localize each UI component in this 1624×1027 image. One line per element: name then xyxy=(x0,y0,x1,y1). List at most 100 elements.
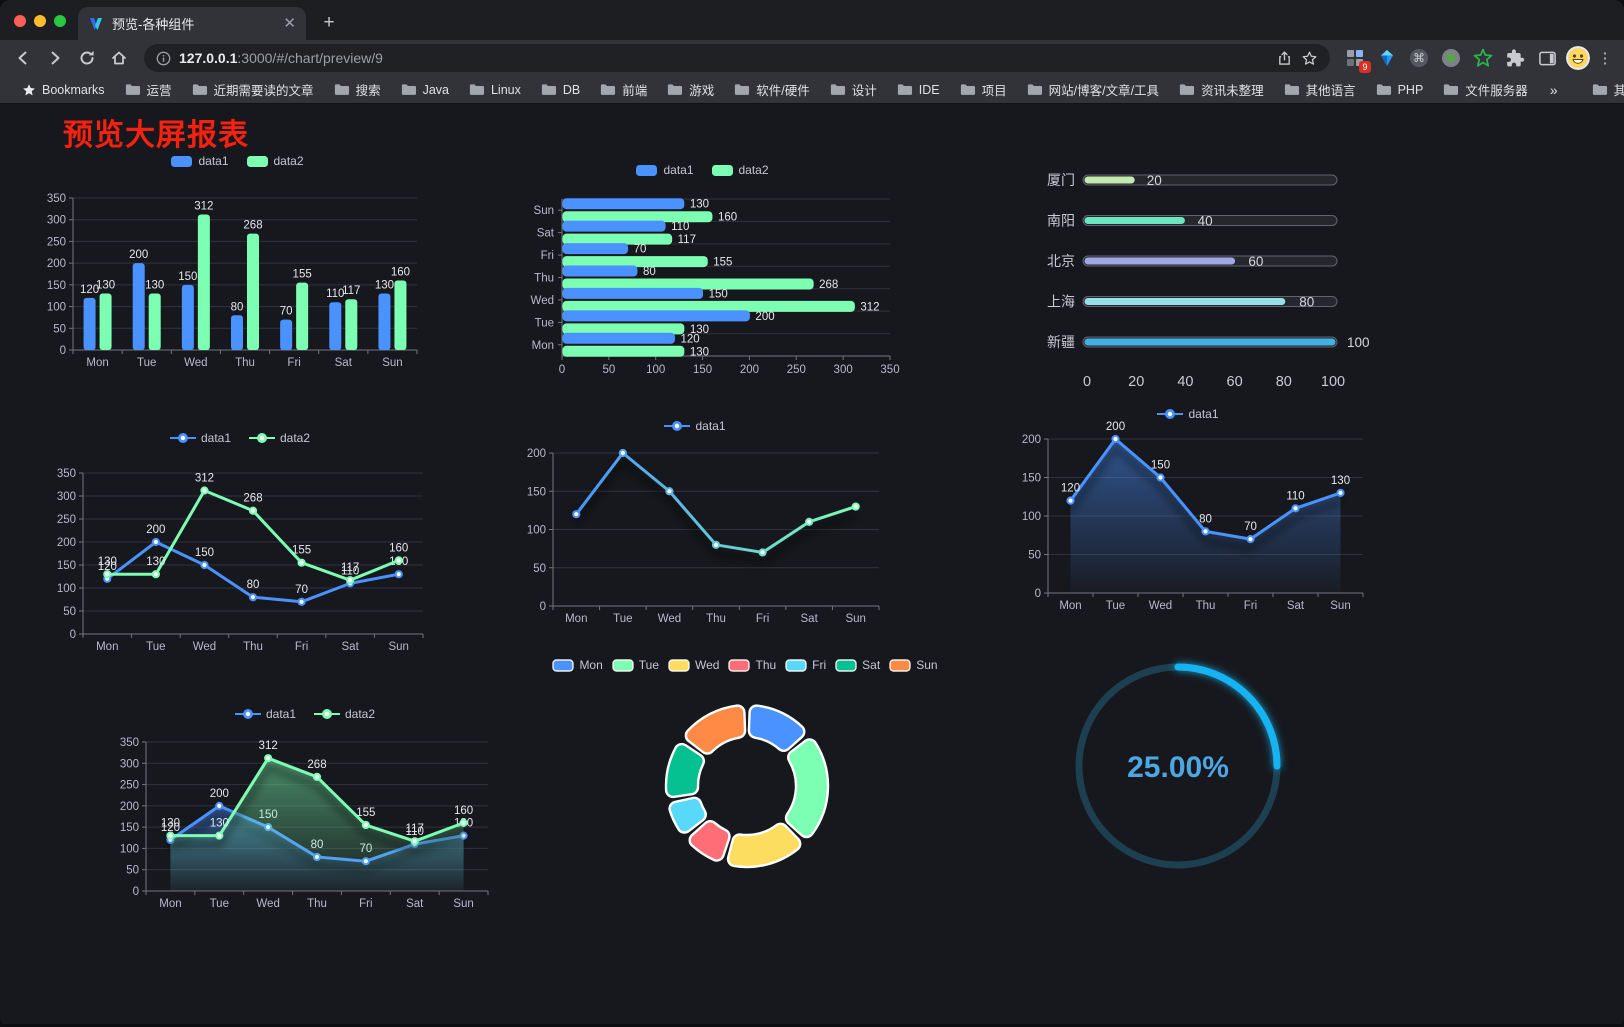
legend-item-Tue[interactable]: Tue xyxy=(612,658,659,672)
svg-text:155: 155 xyxy=(293,269,312,281)
chart-donut-pie[interactable]: Mon Tue Wed Thu Fri Sat Sun xyxy=(545,654,945,966)
window-zoom-button[interactable] xyxy=(54,15,66,27)
folder-icon xyxy=(469,84,485,95)
url-text[interactable]: 127.0.0.1:3000/#/chart/preview/9 xyxy=(179,50,383,66)
svg-text:80: 80 xyxy=(1276,374,1292,390)
svg-text:120: 120 xyxy=(161,822,180,834)
tab-close-icon[interactable]: ✕ xyxy=(283,15,296,32)
chart-canvas[interactable]: 0 50 100 150 200 250 300 350 Mon Tue Wed Thu Fri Sat S… xyxy=(45,449,435,657)
tab-manager-extension-icon[interactable]: 9 xyxy=(1342,45,1371,73)
profile-avatar[interactable] xyxy=(1566,46,1590,70)
legend-item-Mon[interactable]: Mon xyxy=(552,658,603,672)
chart-area-line[interactable]: data1 0 50 100 150 200 Mon Tue Wed Thu Fri Sat Sun 12… xyxy=(1008,403,1368,615)
chart-grouped-bar[interactable]: data1 data2 0 50 100 150 200 250 300 350 Mon Tue Wed… xyxy=(45,150,430,372)
browser-tab[interactable]: 预览-各种组件 ✕ xyxy=(78,7,306,40)
address-bar[interactable]: 127.0.0.1:3000/#/chart/preview/9 xyxy=(144,44,1330,72)
svg-text:0: 0 xyxy=(70,629,76,641)
recorder-extension-icon[interactable] xyxy=(1438,45,1464,71)
svg-text:150: 150 xyxy=(527,486,546,498)
command-extension-icon[interactable]: ⌘ xyxy=(1406,45,1432,71)
legend-item-Sun[interactable]: Sun xyxy=(889,658,938,672)
bookmark-folder[interactable]: 搜索 xyxy=(326,78,389,101)
bookmark-folder[interactable]: 软件/硬件 xyxy=(726,78,817,101)
reload-button[interactable] xyxy=(74,45,100,71)
chart-legend: data1 data2 xyxy=(505,159,900,181)
svg-text:20: 20 xyxy=(1147,173,1162,188)
legend-item-data1[interactable]: data1 xyxy=(664,419,726,433)
svg-text:Thu: Thu xyxy=(534,273,554,285)
svg-text:70: 70 xyxy=(295,584,308,596)
legend-item-Wed[interactable]: Wed xyxy=(668,658,719,672)
site-info-icon[interactable] xyxy=(156,51,171,66)
green-star-extension-icon[interactable] xyxy=(1470,45,1496,71)
legend-item-Fri[interactable]: Fri xyxy=(785,658,826,672)
bookmark-folder[interactable]: Linux xyxy=(461,81,529,99)
chart-canvas[interactable]: 0 50 100 150 200 Mon Tue Wed Thu Fri Sat Sun xyxy=(505,437,885,629)
bookmarks-overflow-chevron[interactable]: » xyxy=(1549,81,1558,98)
bookmark-folder[interactable]: 运营 xyxy=(117,78,180,101)
legend-item-data2[interactable]: data2 xyxy=(246,154,304,168)
chart-canvas[interactable]: 0 50 100 150 200 250 300 350 Mon Tue Wed Thu Fri Sat S… xyxy=(45,172,430,372)
bookmark-folder[interactable]: IDE xyxy=(889,81,948,99)
side-panel-icon[interactable] xyxy=(1534,45,1560,71)
bookmark-folder[interactable]: Java xyxy=(393,81,457,99)
svg-text:268: 268 xyxy=(243,493,262,505)
back-button[interactable] xyxy=(10,45,36,71)
share-icon[interactable] xyxy=(1276,50,1293,67)
window-minimize-button[interactable] xyxy=(34,15,46,27)
other-bookmarks-folder[interactable]: 其他书签 xyxy=(1584,78,1624,101)
legend-item-data1[interactable]: data1 xyxy=(234,707,296,721)
svg-text:200: 200 xyxy=(129,249,148,261)
bookmark-folder[interactable]: 资讯未整理 xyxy=(1171,78,1272,101)
legend-item-data1[interactable]: data1 xyxy=(169,431,231,445)
bookmark-star-icon[interactable] xyxy=(1301,50,1318,67)
chart-multi-area-line[interactable]: data1 data2 0 50 100 150 200 250 300 350 Mon Tue Wed… xyxy=(110,703,500,919)
chart-horizontal-bar[interactable]: data1 data2 0 50 100 150 200 250 300 350 Sun 130 160… xyxy=(505,159,900,386)
bookmark-folder[interactable]: 近期需要读的文章 xyxy=(184,78,322,101)
home-button[interactable] xyxy=(106,45,132,71)
legend-item-data1[interactable]: data1 xyxy=(171,154,229,168)
svg-text:Sun: Sun xyxy=(388,641,408,653)
chart-progress-bars[interactable]: 厦门 20 南阳 40 北京 60 上海 80 新疆 100 0 20 40 60 80 100 xyxy=(1000,156,1370,391)
legend-item-data2[interactable]: data2 xyxy=(314,707,375,721)
legend-item-data2[interactable]: data2 xyxy=(249,431,310,445)
chart-gradient-line[interactable]: data1 0 50 100 150 200 Mon Tue Wed Thu Fri Sat Sun xyxy=(505,415,885,629)
window-close-button[interactable] xyxy=(14,15,26,27)
new-tab-button[interactable]: + xyxy=(323,12,335,33)
chart-multi-line[interactable]: data1 data2 0 50 100 150 200 250 300 350 Mon Tue Wed… xyxy=(45,427,435,657)
bookmarks-manager-item[interactable]: Bookmarks xyxy=(14,81,113,99)
bookmark-folder[interactable]: 设计 xyxy=(822,78,885,101)
forward-button[interactable] xyxy=(42,45,68,71)
bookmark-folder[interactable]: PHP xyxy=(1368,81,1432,99)
bookmark-folder[interactable]: DB xyxy=(533,81,588,99)
svg-text:150: 150 xyxy=(47,280,66,292)
legend-item-data1[interactable]: data1 xyxy=(636,163,694,177)
chart-canvas[interactable]: 0 50 100 150 200 Mon Tue Wed Thu Fri Sat Sun 120 200 1… xyxy=(1008,421,1368,615)
legend-item-Sat[interactable]: Sat xyxy=(835,658,880,672)
bookmark-folder-label: 项目 xyxy=(981,84,1007,98)
svg-text:200: 200 xyxy=(120,801,139,813)
chart-canvas[interactable]: 厦门 20 南阳 40 北京 60 上海 80 新疆 100 0 20 40 60 80 100 xyxy=(1000,156,1370,391)
chart-canvas[interactable]: 25.00% xyxy=(1068,659,1288,879)
svg-text:50: 50 xyxy=(63,606,76,618)
svg-text:50: 50 xyxy=(533,563,546,575)
svg-text:Sat: Sat xyxy=(1287,600,1305,612)
svg-text:Wed: Wed xyxy=(184,357,207,369)
chart-gauge-progress[interactable]: 25.00% xyxy=(1068,659,1288,879)
diamond-extension-icon[interactable] xyxy=(1374,45,1400,71)
legend-item-data2[interactable]: data2 xyxy=(711,163,769,177)
legend-item-data1[interactable]: data1 xyxy=(1157,407,1219,421)
bookmark-folder[interactable]: 其他语言 xyxy=(1276,78,1364,101)
chart-canvas[interactable]: 0 50 100 150 200 250 300 350 Mon Tue Wed Thu Fri Sat S… xyxy=(110,725,500,919)
chart-canvas[interactable] xyxy=(545,676,945,966)
bookmark-folder[interactable]: 网站/博客/文章/工具 xyxy=(1019,78,1167,101)
bookmark-folder[interactable]: 文件服务器 xyxy=(1435,78,1536,101)
bookmark-folder[interactable]: 项目 xyxy=(952,78,1015,101)
browser-menu-icon[interactable]: ⋮ xyxy=(1597,50,1613,67)
bookmark-folder[interactable]: 游戏 xyxy=(659,78,722,101)
extensions-puzzle-icon[interactable] xyxy=(1502,45,1528,71)
legend-label: Sat xyxy=(862,658,881,672)
legend-item-Thu[interactable]: Thu xyxy=(728,658,776,672)
bookmark-folder[interactable]: 前端 xyxy=(592,78,655,101)
